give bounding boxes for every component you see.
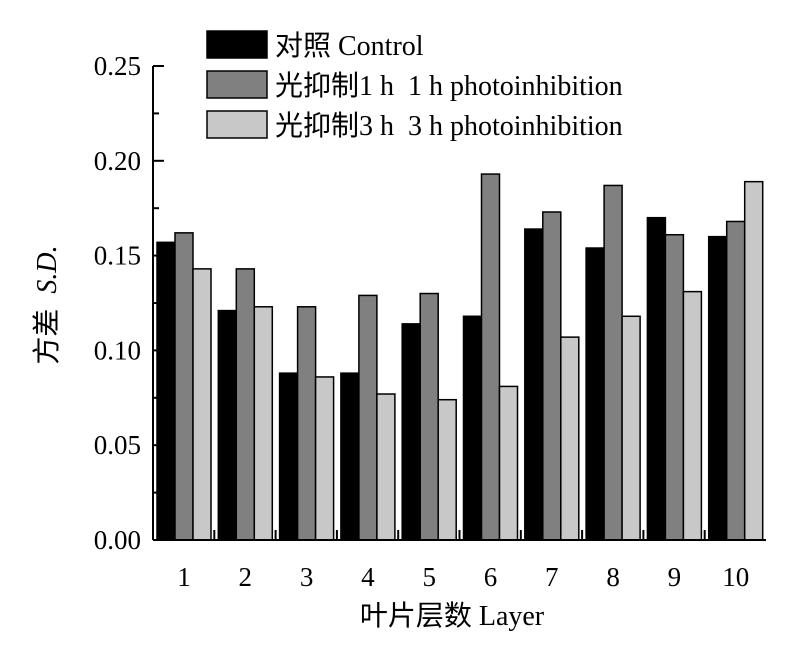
legend-label: 光抑制3 h 3 h photoinhibition bbox=[275, 110, 623, 142]
bar bbox=[560, 336, 580, 541]
legend-swatch bbox=[206, 30, 268, 59]
bar bbox=[217, 309, 238, 541]
x-tick-label: 10 bbox=[722, 562, 749, 592]
bar bbox=[156, 241, 176, 541]
bar bbox=[419, 292, 439, 541]
svg-text:方差 S.D.: 方差 S.D. bbox=[31, 245, 63, 364]
y-axis-title-en: S.D. bbox=[32, 245, 63, 293]
bar bbox=[664, 233, 685, 541]
bars-group bbox=[156, 173, 764, 541]
legend-label: 对照 Control bbox=[275, 30, 424, 62]
legend-label: 光抑制1 h 1 h photoinhibition bbox=[275, 70, 623, 102]
y-tick-label: 0.10 bbox=[94, 335, 141, 365]
y-tick-label: 0.25 bbox=[94, 51, 141, 81]
y-tick-label: 0.00 bbox=[94, 525, 141, 555]
x-axis-title: 叶片层数 Layer bbox=[360, 600, 545, 632]
bar bbox=[603, 184, 623, 541]
bar bbox=[358, 294, 378, 541]
bar bbox=[743, 180, 764, 541]
bar bbox=[682, 290, 703, 541]
legend-swatch bbox=[206, 70, 268, 99]
bar bbox=[278, 372, 299, 541]
x-tick-label: 6 bbox=[484, 562, 498, 592]
x-tick-label: 4 bbox=[361, 562, 375, 592]
bar bbox=[437, 398, 457, 541]
bar bbox=[585, 247, 605, 541]
bar bbox=[498, 385, 519, 541]
legend: 对照 Control 光抑制1 h 1 h photoinhibition 光抑制3… bbox=[206, 30, 623, 142]
y-tick-label: 0.20 bbox=[94, 146, 141, 176]
bar bbox=[192, 268, 212, 541]
x-tick-label: 7 bbox=[545, 562, 559, 592]
axes: 0.00 0.05 0.10 0.15 0.20 0.25 1 2 3 4 5 6 7 8 9 10 bbox=[94, 51, 766, 592]
bar bbox=[480, 173, 501, 541]
bar bbox=[376, 393, 396, 541]
bar bbox=[542, 211, 562, 541]
bar bbox=[340, 372, 360, 541]
x-tick-label: 5 bbox=[422, 562, 436, 592]
bar bbox=[235, 268, 256, 541]
bar bbox=[401, 323, 421, 541]
bar bbox=[462, 315, 483, 541]
x-tick-label: 9 bbox=[668, 562, 682, 592]
x-tick-label: 8 bbox=[606, 562, 620, 592]
y-tick-label: 0.05 bbox=[94, 430, 141, 460]
y-axis-title-cn: 方差 bbox=[31, 309, 63, 365]
bar bbox=[725, 220, 746, 541]
x-tick-label: 2 bbox=[239, 562, 253, 592]
legend-swatch bbox=[206, 110, 268, 139]
x-tick-label: 1 bbox=[177, 562, 191, 592]
bar bbox=[253, 306, 274, 541]
bar bbox=[296, 306, 317, 541]
y-axis-title: 方差 S.D. bbox=[31, 245, 63, 364]
x-tick-label: 3 bbox=[300, 562, 314, 592]
bar bbox=[621, 315, 641, 541]
bar bbox=[524, 228, 544, 541]
y-tick-label: 0.15 bbox=[94, 241, 141, 271]
bar bbox=[707, 235, 728, 541]
bar bbox=[174, 232, 194, 541]
bar bbox=[314, 376, 335, 541]
bar bbox=[646, 216, 667, 541]
